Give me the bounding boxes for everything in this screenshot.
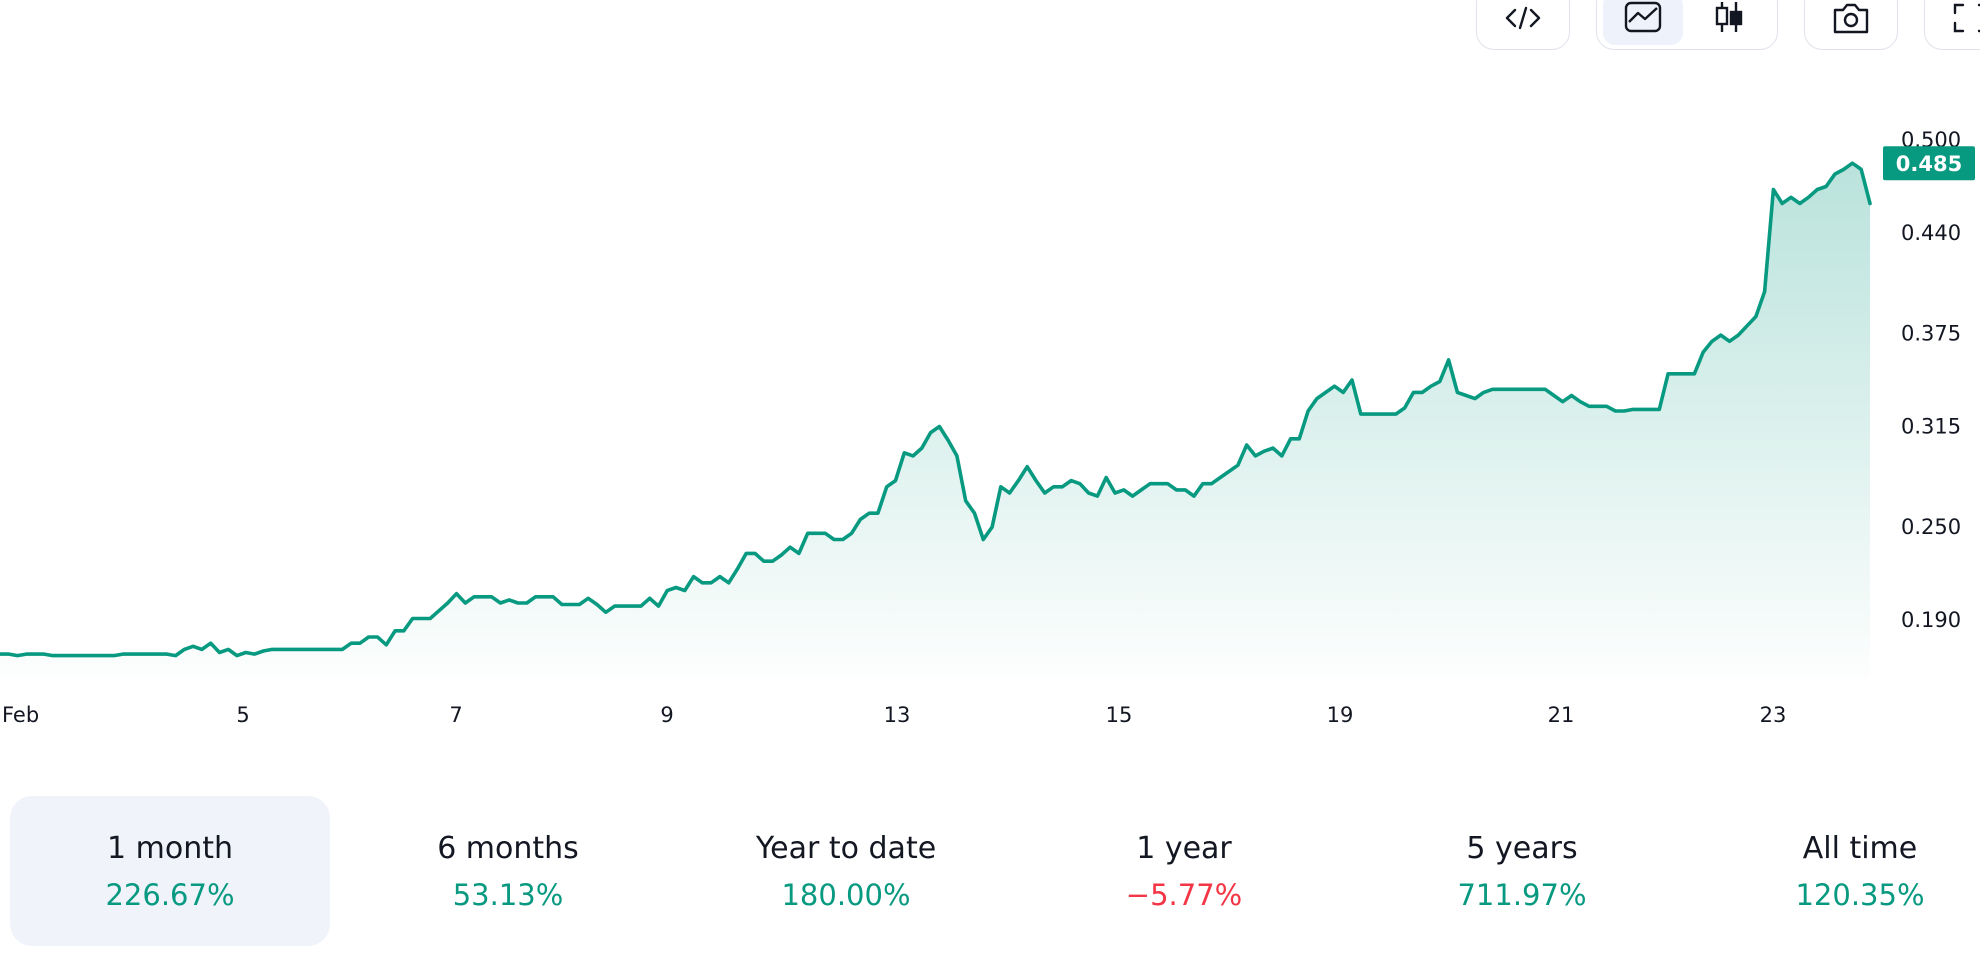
period-change: 226.67% — [105, 877, 235, 912]
price-line-series — [0, 161, 1872, 658]
x-tick-label: 23 — [1760, 703, 1787, 727]
fullscreen-button[interactable] — [1924, 0, 1980, 50]
period-5-years[interactable]: 5 years 711.97% — [1362, 796, 1682, 946]
period-label: 1 year — [1136, 830, 1232, 866]
period-label: Year to date — [755, 830, 937, 866]
last-price-badge: 0.485 — [1883, 146, 1975, 181]
area-chart-button[interactable] — [1603, 0, 1683, 45]
period-6-months[interactable]: 6 months 53.13% — [348, 796, 668, 946]
period-change: 120.35% — [1795, 877, 1925, 912]
candles-icon — [1711, 0, 1747, 38]
fullscreen-icon — [1951, 1, 1980, 35]
period-change: 180.00% — [781, 877, 911, 912]
y-tick-label: 0.375 — [1901, 322, 1961, 346]
x-tick-label: 21 — [1548, 703, 1575, 727]
y-tick-label: 0.250 — [1901, 515, 1961, 539]
period-label: 5 years — [1466, 830, 1578, 866]
chart-style-switcher — [1596, 0, 1778, 50]
price-area-fill — [0, 163, 1870, 676]
period-change: 53.13% — [452, 877, 564, 912]
area-chart-icon — [1623, 0, 1663, 38]
period-change: −5.77% — [1125, 877, 1243, 912]
x-tick-label: 19 — [1327, 703, 1354, 727]
period-change: 711.97% — [1457, 877, 1587, 912]
x-tick-label: Feb — [2, 703, 39, 727]
performance-periods: 1 month 226.67% 6 months 53.13% Year to … — [0, 796, 1980, 946]
last-price-badge-bg — [1883, 146, 1975, 181]
period-label: 6 months — [437, 830, 579, 866]
y-tick-label: 0.440 — [1901, 221, 1961, 245]
y-tick-label: 0.190 — [1901, 608, 1961, 632]
period-year-to-date[interactable]: Year to date 180.00% — [686, 796, 1006, 946]
screenshot-button[interactable] — [1804, 0, 1898, 50]
last-price-label: 0.485 — [1896, 152, 1962, 176]
y-tick-label: 0.315 — [1901, 415, 1961, 439]
time-axis: Feb 5 7 9 13 15 19 21 23 — [2, 703, 1786, 727]
period-label: All time — [1802, 830, 1918, 866]
embed-button[interactable] — [1476, 0, 1570, 50]
period-1-year[interactable]: 1 year −5.77% — [1024, 796, 1344, 946]
embed-icon — [1503, 3, 1543, 33]
x-tick-label: 15 — [1106, 703, 1133, 727]
period-label: 1 month — [107, 830, 233, 866]
x-tick-label: 13 — [884, 703, 911, 727]
period-all-time[interactable]: All time 120.35% — [1700, 796, 1980, 946]
period-1-month[interactable]: 1 month 226.67% — [10, 796, 330, 946]
x-tick-label: 9 — [660, 703, 673, 727]
x-tick-label: 5 — [236, 703, 249, 727]
candles-button[interactable] — [1689, 0, 1769, 45]
x-tick-label: 7 — [449, 703, 462, 727]
camera-icon — [1829, 1, 1873, 35]
